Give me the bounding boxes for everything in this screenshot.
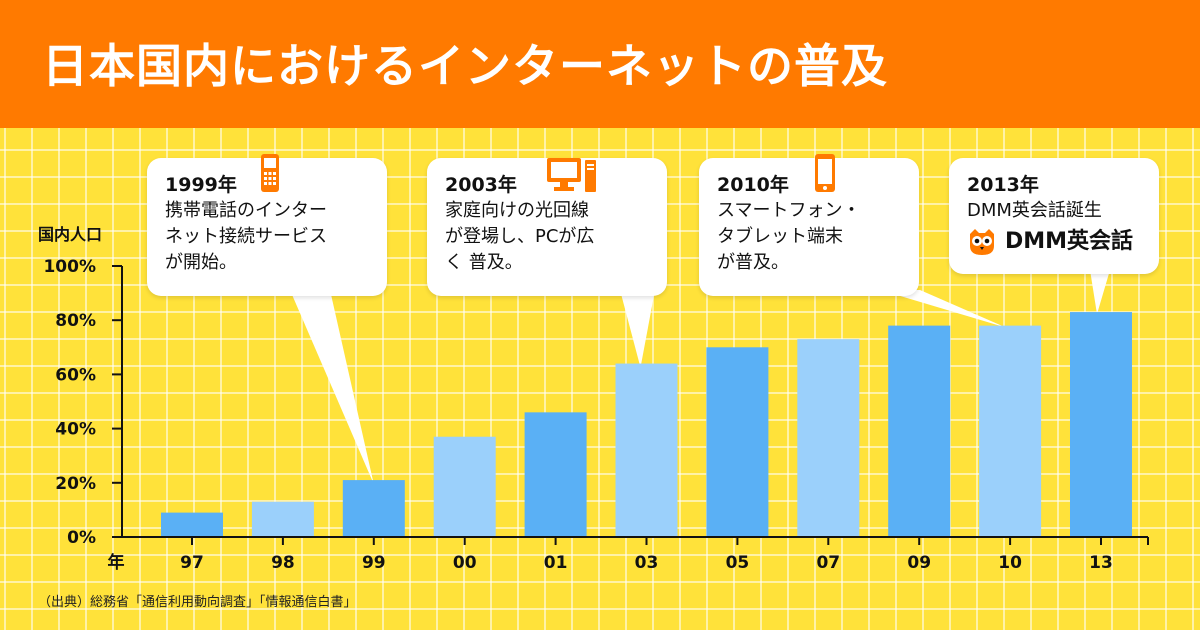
page-title: 日本国内におけるインターネットの普及	[42, 39, 888, 93]
source-note: （出典）総務省「通信利用動向調査」「情報通信白書」	[38, 595, 357, 610]
callout-2010: 2010年 スマートフォン・ タブレット端末 が普及。	[699, 154, 919, 296]
callout-pointer-2013	[1090, 270, 1110, 315]
callout-text: 携帯電話のインター ネット接続サービス が開始。	[165, 200, 327, 273]
dmm-logo: DMM英会話	[967, 228, 1141, 256]
bar-13	[1070, 312, 1132, 537]
callout-text: DMM英会話誕生	[967, 200, 1102, 221]
y-tick-label: 0%	[67, 528, 96, 548]
bar-03	[615, 363, 678, 537]
callout-year: 2010年	[717, 174, 789, 196]
callout-1999: 1999年 携帯電話のインター ネット接続サービス が開始。	[147, 154, 387, 296]
bar-07	[797, 339, 860, 537]
header-banner: 日本国内におけるインターネットの普及	[0, 0, 1200, 128]
callout-pointer-2010	[880, 290, 1007, 328]
y-tick-label: 40%	[55, 420, 96, 440]
x-tick-label: 13	[1089, 553, 1113, 573]
bars-group	[161, 312, 1132, 537]
x-tick-label: 07	[816, 553, 840, 573]
bar-98	[251, 501, 314, 537]
dmm-owl-logo-icon	[970, 229, 994, 255]
bar-97	[161, 512, 223, 537]
callout-text: スマートフォン・ タブレット端末 が普及。	[717, 200, 861, 273]
x-unit-label: 年	[108, 552, 125, 573]
bar-09	[888, 325, 951, 537]
callout-year: 1999年	[165, 174, 237, 196]
x-tick-label: 98	[271, 553, 295, 573]
feature-phone-icon	[261, 154, 279, 192]
y-axis-label: 国内人口	[38, 225, 103, 244]
bar-10	[979, 325, 1042, 537]
y-tick-label: 20%	[55, 474, 96, 494]
desktop-pc-icon	[547, 158, 596, 192]
x-tick-label: 01	[544, 553, 568, 573]
x-tick-label: 99	[362, 553, 386, 573]
callout-year: 2003年	[445, 174, 517, 196]
x-tick-label: 09	[907, 553, 931, 573]
logo-text: DMM英会話	[1005, 229, 1134, 254]
x-tick-label: 97	[180, 553, 204, 573]
bar-05	[706, 347, 769, 537]
smartphone-icon	[815, 154, 835, 192]
x-tick-label: 00	[453, 553, 477, 573]
y-tick-label: 80%	[55, 311, 96, 331]
bar-01	[524, 412, 587, 537]
callout-text: 家庭向けの光回線 が登場し、PCが広 く 普及。	[445, 200, 595, 273]
x-tick-label: 03	[635, 553, 659, 573]
bar-99	[342, 480, 405, 537]
callout-year: 2013年	[967, 174, 1039, 196]
bar-00	[433, 436, 496, 537]
callout-pointer-2003	[620, 290, 655, 368]
callout-2003: 2003年 家庭向けの光回線 が登場し、PCが広 く 普及。	[427, 158, 667, 296]
callout-pointers	[290, 270, 1110, 485]
x-tick-label: 05	[726, 553, 750, 573]
callout-2013: 2013年 DMM英会話誕生 DMM英会話	[949, 158, 1159, 274]
y-tick-label: 60%	[55, 365, 96, 385]
y-tick-label: 100%	[43, 257, 96, 277]
x-tick-label: 10	[998, 553, 1022, 573]
axes-group: 0% 20% 40% 60% 80% 100% 97 98 99 00 01 03 05 07 09 10 13…	[43, 257, 1149, 573]
callout-pointer-1999	[290, 290, 374, 485]
